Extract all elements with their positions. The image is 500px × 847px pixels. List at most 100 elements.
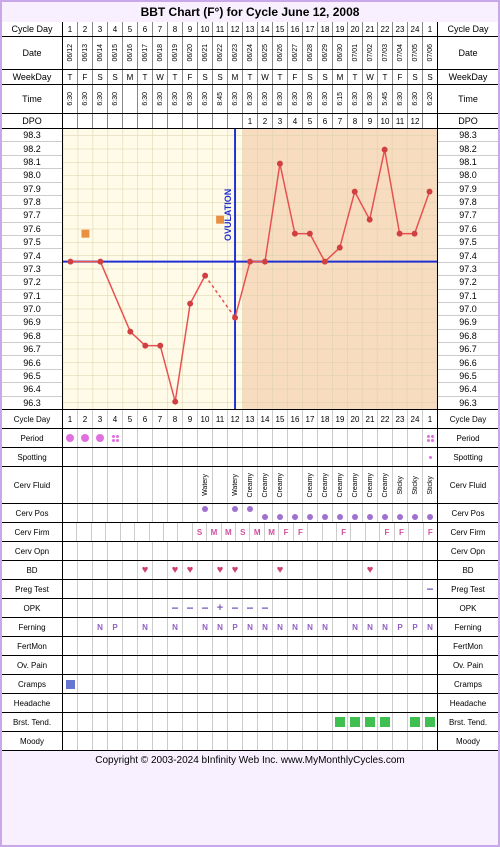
label-left: Cycle Day <box>2 410 63 428</box>
cell <box>318 694 333 712</box>
cell <box>178 523 192 541</box>
cell <box>183 637 198 655</box>
cell: 6:30 <box>318 85 333 113</box>
cell <box>348 429 363 447</box>
cells: ♥♥♥♥♥♥♥ <box>63 561 437 579</box>
tracker-Headache: HeadacheHeadache <box>2 694 498 713</box>
cell <box>153 429 168 447</box>
cell: 12 <box>408 114 423 128</box>
cell <box>333 637 348 655</box>
cell <box>164 523 178 541</box>
y-tick: 97.1 <box>2 290 62 303</box>
cell <box>138 542 153 560</box>
cell <box>198 542 213 560</box>
y-tick: 96.6 <box>2 356 62 369</box>
cell <box>63 713 78 731</box>
cell: S <box>423 70 437 84</box>
cell: Creamy <box>363 467 378 503</box>
cell <box>78 675 93 693</box>
label-right: Date <box>437 37 498 69</box>
cell <box>318 429 333 447</box>
cell <box>393 732 408 750</box>
cell <box>258 694 273 712</box>
cell <box>393 448 408 466</box>
cell: F <box>288 70 303 84</box>
cell: P <box>228 618 243 636</box>
cell <box>108 656 123 674</box>
cell <box>123 85 138 113</box>
cell <box>63 561 78 579</box>
label-left: DPO <box>2 114 63 128</box>
cell <box>333 580 348 598</box>
cell <box>228 637 243 655</box>
cell: Watery <box>228 467 243 503</box>
label-left: Date <box>2 37 63 69</box>
cell <box>153 504 168 522</box>
cell <box>243 542 258 560</box>
cell <box>108 429 123 447</box>
cell <box>93 656 108 674</box>
cells: TFSSMTWTFSSMTWTFSSMTWTFSS <box>63 70 437 84</box>
cell <box>183 448 198 466</box>
cell: 24 <box>408 22 423 36</box>
y-tick: 97.7 <box>438 209 498 222</box>
y-tick: 97.5 <box>2 236 62 249</box>
cell: S <box>236 523 250 541</box>
cell: Creamy <box>303 467 318 503</box>
label-left: Headache <box>2 694 63 712</box>
cell <box>153 580 168 598</box>
cell <box>168 114 183 128</box>
cell <box>93 599 108 617</box>
y-tick: 97.8 <box>2 196 62 209</box>
cell: F <box>78 70 93 84</box>
cell: 14 <box>258 410 273 428</box>
label-right: FertMon <box>437 637 498 655</box>
cell <box>273 656 288 674</box>
cell <box>273 429 288 447</box>
cell <box>423 504 437 522</box>
y-tick: 98.0 <box>438 169 498 182</box>
cell <box>78 467 93 503</box>
cell <box>63 732 78 750</box>
cell <box>333 542 348 560</box>
cell <box>138 504 153 522</box>
cell <box>303 599 318 617</box>
cell <box>63 542 78 560</box>
cell <box>228 656 243 674</box>
y-axis-left: 98.398.298.198.097.997.897.797.697.597.4… <box>2 129 63 409</box>
cell: 6:30 <box>243 85 258 113</box>
tracker-PregTest: Preg Test−Preg Test <box>2 580 498 599</box>
cell: 1 <box>63 22 78 36</box>
cell: 06/25 <box>258 37 273 69</box>
cell <box>108 542 123 560</box>
cell <box>378 561 393 579</box>
cell: 6:30 <box>78 85 93 113</box>
cells: −−−+−−− <box>63 599 437 617</box>
cell <box>168 448 183 466</box>
cell <box>318 542 333 560</box>
cell <box>138 732 153 750</box>
cell <box>393 675 408 693</box>
cell <box>318 561 333 579</box>
cell: T <box>168 70 183 84</box>
cell: ♥ <box>213 561 228 579</box>
cells <box>63 448 437 466</box>
cell <box>288 656 303 674</box>
cell <box>78 429 93 447</box>
cell <box>138 429 153 447</box>
footer: Copyright © 2003-2024 bInfinity Web Inc.… <box>2 751 498 770</box>
cell <box>378 504 393 522</box>
cell <box>393 561 408 579</box>
cell <box>303 561 318 579</box>
cell: − <box>183 599 198 617</box>
row-DPO: DPO123456789101112DPO <box>2 114 498 129</box>
y-tick: 96.7 <box>2 343 62 356</box>
y-tick: 98.0 <box>2 169 62 182</box>
label-left: BD <box>2 561 63 579</box>
cell <box>138 656 153 674</box>
cell <box>123 694 138 712</box>
label-left: Brst. Tend. <box>2 713 63 731</box>
cell: N <box>213 618 228 636</box>
label-left: WeekDay <box>2 70 63 84</box>
y-tick: 96.4 <box>2 383 62 396</box>
